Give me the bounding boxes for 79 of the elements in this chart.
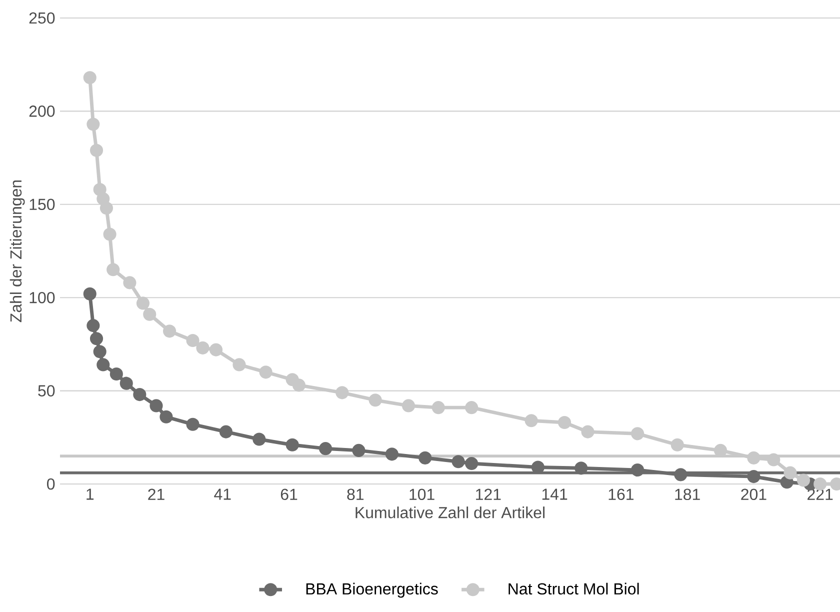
point [558, 416, 572, 430]
point [402, 399, 416, 412]
point [106, 263, 120, 276]
point [96, 192, 110, 206]
y-axis-title: Zahl der Zitierungen [10, 180, 25, 322]
x-tick-label: 101 [410, 488, 434, 500]
point [93, 345, 106, 358]
x-tick-label: 41 [214, 488, 231, 500]
x-tick-label: 141 [542, 488, 568, 500]
point [674, 468, 688, 482]
point [714, 444, 728, 457]
legend-label: BBA Bioenergetics [306, 582, 438, 598]
point [103, 228, 116, 241]
x-tick-label: 21 [148, 488, 164, 500]
point [336, 386, 349, 400]
point [196, 341, 210, 354]
point [581, 425, 594, 438]
point [747, 470, 760, 484]
point [574, 462, 588, 475]
point [90, 332, 104, 346]
point [93, 182, 106, 196]
point [368, 394, 382, 407]
point [259, 366, 272, 379]
x-tick-label: 181 [675, 488, 700, 500]
point [120, 376, 133, 390]
y-tick-label: 50 [38, 385, 55, 396]
point [143, 308, 156, 321]
point [133, 388, 146, 402]
point [465, 456, 478, 470]
point [110, 367, 123, 381]
point [418, 451, 432, 464]
point [784, 466, 797, 480]
point [100, 202, 114, 215]
point [90, 144, 104, 157]
point [160, 410, 173, 424]
point [123, 276, 136, 290]
point [432, 401, 445, 414]
x-tick-label: 201 [741, 488, 766, 500]
y-tick-label: 200 [29, 106, 55, 117]
point [631, 427, 644, 440]
point [385, 448, 398, 461]
point [219, 425, 232, 438]
point [465, 401, 478, 414]
point [186, 334, 200, 348]
point [86, 118, 100, 131]
point [796, 474, 810, 487]
point [670, 438, 684, 452]
point [83, 287, 96, 300]
point [96, 358, 110, 372]
point [86, 319, 100, 332]
x-tick-label: 61 [280, 488, 298, 500]
point [252, 432, 266, 446]
point [452, 455, 465, 468]
x-tick-label: 161 [608, 488, 634, 500]
x-tick-label: 81 [347, 488, 364, 500]
point [319, 442, 332, 456]
legend-label: Nat Struct Mol Biol [508, 582, 639, 595]
x-tick-label: 1 [86, 488, 94, 500]
point [767, 453, 780, 466]
y-tick-label: 0 [47, 478, 55, 490]
x-tick-label: 121 [476, 488, 501, 500]
point [780, 476, 794, 489]
y-tick-label: 150 [30, 198, 55, 210]
point [209, 343, 223, 356]
point [186, 418, 200, 431]
point [163, 324, 176, 338]
point [292, 378, 306, 392]
x-axis-title: Kumulative Zahl der Artikel [356, 506, 544, 518]
point [631, 463, 644, 477]
point [352, 444, 366, 457]
point [286, 438, 299, 452]
point [524, 414, 538, 428]
point [83, 71, 96, 84]
y-tick-label: 250 [29, 12, 55, 24]
point [136, 296, 150, 310]
point [232, 358, 246, 372]
point [747, 451, 760, 464]
point [150, 399, 163, 412]
y-tick-label: 100 [30, 292, 55, 304]
